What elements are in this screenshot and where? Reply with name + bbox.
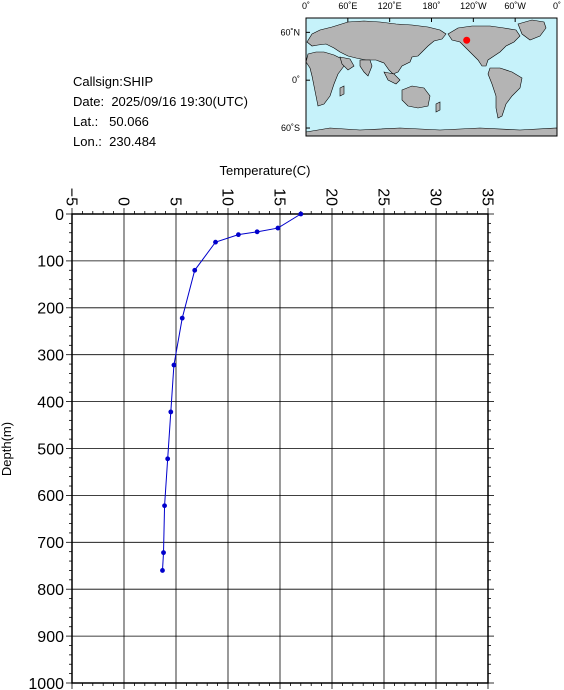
land-madagascar bbox=[339, 85, 345, 97]
y-tick-label: 900 bbox=[37, 629, 64, 646]
land-north-america bbox=[447, 25, 521, 67]
x-tick-label: 20 bbox=[322, 188, 339, 206]
land-south-america bbox=[487, 67, 523, 119]
x-tick-label: 0 bbox=[114, 197, 131, 206]
profile-point bbox=[254, 229, 260, 235]
lat-line: Lat.: 50.066 bbox=[73, 112, 248, 132]
callsign-value: SHIP bbox=[122, 74, 154, 89]
y-tick-label: 100 bbox=[37, 254, 64, 271]
y-tick-label: 600 bbox=[37, 488, 64, 505]
map-lon-label: 60˚W bbox=[504, 1, 526, 11]
chart-grid bbox=[71, 213, 489, 684]
map-body bbox=[305, 18, 558, 137]
y-tick-label: 300 bbox=[37, 347, 64, 364]
lat-label: Lat.: bbox=[73, 114, 99, 129]
y-tick-label: 0 bbox=[55, 207, 64, 224]
y-tick-label: 200 bbox=[37, 301, 64, 318]
x-tick-labels: −5 0 5 10 15 20 25 30 35 bbox=[62, 188, 495, 206]
x-tick-label: 25 bbox=[374, 188, 391, 206]
map-lon-label: 60˚E bbox=[338, 1, 357, 11]
profile-point bbox=[168, 409, 174, 415]
land-greenland bbox=[517, 19, 547, 41]
date-label: Date: bbox=[73, 94, 105, 109]
map-lon-label: 0˚ bbox=[302, 1, 310, 11]
callsign-line: Callsign:SHIP bbox=[73, 72, 248, 92]
map-lon-label: 120˚W bbox=[460, 1, 487, 11]
profile-point bbox=[162, 503, 167, 509]
land-eurasia bbox=[306, 20, 447, 75]
x-tick-label: 30 bbox=[426, 188, 443, 206]
plot-frame bbox=[71, 213, 489, 684]
y-tick-label: 500 bbox=[37, 441, 64, 458]
y-tick-labels: 0 100 200 300 400 500 600 700 800 900 1000 bbox=[28, 207, 64, 690]
lat-value: 50.066 bbox=[109, 114, 149, 129]
profile-point bbox=[179, 315, 185, 321]
map-lon-label: 120˚E bbox=[378, 1, 402, 11]
x-tick-label: −5 bbox=[62, 188, 79, 206]
x-tick-label: 10 bbox=[218, 188, 235, 206]
land-india bbox=[359, 59, 373, 77]
map-lat-label: 0˚ bbox=[292, 75, 300, 85]
x-axis-label: Temperature(C) bbox=[219, 163, 310, 178]
map-lon-label: 180˚ bbox=[422, 1, 440, 11]
callsign-label: Callsign: bbox=[73, 74, 123, 89]
land-africa bbox=[305, 51, 345, 107]
land-arabia bbox=[339, 56, 355, 71]
profile-point bbox=[165, 456, 171, 462]
x-tick-label: 5 bbox=[166, 197, 183, 206]
y-tick-label: 1000 bbox=[28, 676, 64, 690]
profile-point bbox=[160, 568, 165, 573]
profile-point bbox=[298, 211, 304, 217]
date-line: Date: 2025/09/16 19:30(UTC) bbox=[73, 92, 248, 112]
map-lat-label: 60˚N bbox=[280, 27, 300, 37]
station-marker bbox=[463, 36, 471, 44]
y-tick-label: 400 bbox=[37, 394, 64, 411]
x-tick-label: 15 bbox=[270, 188, 287, 206]
land-new-zealand bbox=[435, 101, 441, 113]
land-southeast-asia bbox=[383, 71, 401, 85]
y-axis-label: Depth(m) bbox=[0, 422, 14, 476]
profile-point bbox=[161, 550, 166, 556]
profile-point bbox=[192, 267, 198, 273]
date-value: 2025/09/16 19:30(UTC) bbox=[111, 94, 248, 109]
y-tick-label: 800 bbox=[37, 582, 64, 599]
map-ticks: 0˚ 60˚E 120˚E 180˚ 120˚W 60˚W 0˚ 60˚N 0˚ 60˚S bbox=[280, 1, 561, 133]
lon-value: 230.484 bbox=[109, 134, 157, 149]
map-lon-label: 0˚ bbox=[553, 1, 561, 11]
temperature-profile bbox=[160, 211, 304, 573]
map-land bbox=[305, 19, 558, 137]
profile-point bbox=[236, 232, 241, 238]
land-australia bbox=[401, 85, 431, 109]
x-tick-label: 35 bbox=[478, 188, 495, 206]
lon-line: Lon.: 230.484 bbox=[73, 132, 248, 152]
station-info: Callsign:SHIP Date: 2025/09/16 19:30(UTC… bbox=[73, 72, 248, 152]
profile-point bbox=[275, 225, 281, 231]
map-lat-label: 60˚S bbox=[281, 123, 300, 133]
y-tick-label: 700 bbox=[37, 535, 64, 552]
profile-point bbox=[213, 239, 218, 245]
profile-point bbox=[171, 362, 177, 368]
lon-label: Lon.: bbox=[73, 134, 102, 149]
